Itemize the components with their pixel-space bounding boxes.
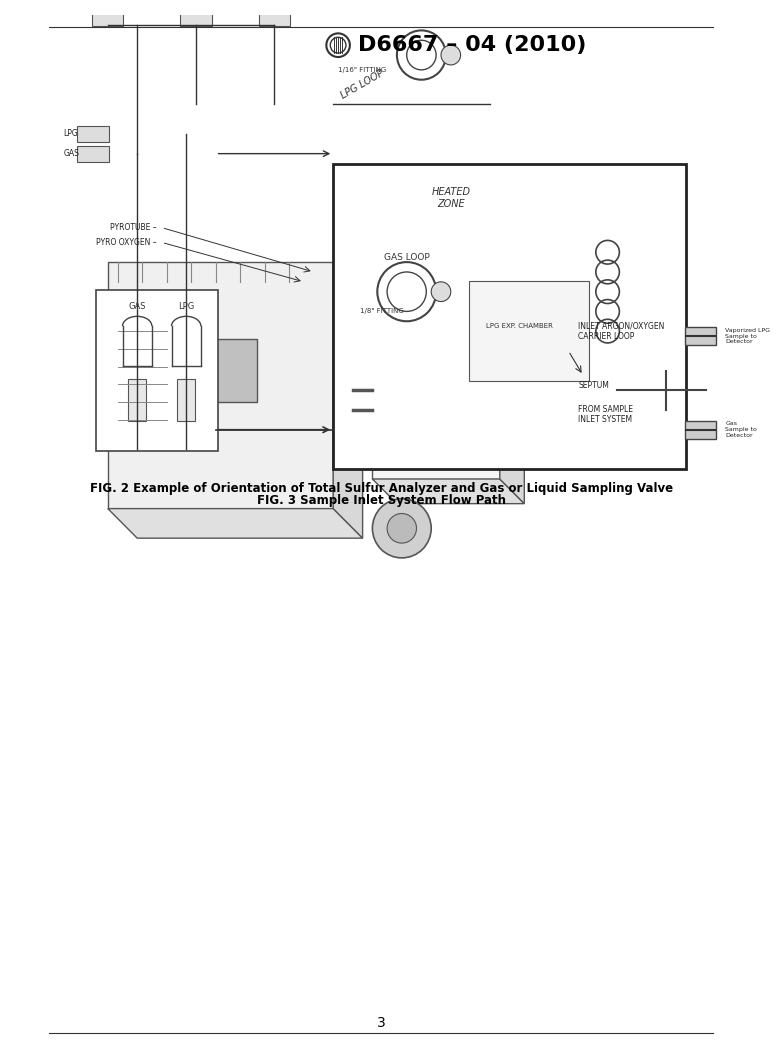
FancyBboxPatch shape [259, 5, 290, 26]
FancyBboxPatch shape [174, 339, 257, 402]
Circle shape [430, 414, 442, 426]
Text: LPG: LPG [178, 302, 194, 311]
Text: SEPTUM: SEPTUM [578, 381, 609, 389]
Text: Gas
Sample to
Detector: Gas Sample to Detector [725, 422, 757, 438]
FancyBboxPatch shape [96, 289, 218, 452]
Polygon shape [373, 479, 524, 504]
Text: FIG. 3 Sample Inlet System Flow Path: FIG. 3 Sample Inlet System Flow Path [257, 494, 506, 507]
FancyBboxPatch shape [385, 309, 487, 461]
Polygon shape [499, 282, 524, 504]
Text: HEATED
ZONE: HEATED ZONE [431, 187, 471, 209]
FancyBboxPatch shape [547, 374, 619, 427]
Text: LPG LOOP: LPG LOOP [339, 69, 386, 101]
Text: 1/8" FITTING: 1/8" FITTING [360, 308, 404, 314]
Circle shape [460, 414, 471, 426]
FancyBboxPatch shape [78, 146, 109, 161]
Polygon shape [333, 262, 363, 538]
Text: LPG EXP. CHAMBER: LPG EXP. CHAMBER [486, 323, 553, 329]
Polygon shape [108, 509, 363, 538]
Text: PYROTUBE –: PYROTUBE – [110, 223, 157, 232]
Polygon shape [373, 282, 499, 479]
FancyBboxPatch shape [128, 379, 146, 421]
Text: FIG. 2 Example of Orientation of Total Sulfur Analyzer and Gas or Liquid Samplin: FIG. 2 Example of Orientation of Total S… [89, 482, 673, 496]
Text: 3: 3 [377, 1016, 386, 1031]
Text: GAS: GAS [64, 149, 79, 158]
Text: PYRO OXYGEN –: PYRO OXYGEN – [96, 238, 157, 247]
FancyBboxPatch shape [333, 163, 686, 469]
Polygon shape [108, 262, 333, 509]
FancyBboxPatch shape [685, 327, 717, 345]
FancyBboxPatch shape [92, 5, 124, 26]
Circle shape [401, 414, 412, 426]
Circle shape [441, 45, 461, 65]
FancyBboxPatch shape [469, 281, 589, 381]
Text: Vaporized LPG
Sample to
Detector: Vaporized LPG Sample to Detector [725, 328, 770, 345]
Text: 1/16" FITTING: 1/16" FITTING [338, 67, 387, 73]
FancyBboxPatch shape [177, 379, 195, 421]
Text: GAS: GAS [128, 302, 146, 311]
Text: GAS LOOP: GAS LOOP [384, 253, 429, 261]
Circle shape [431, 282, 450, 302]
FancyBboxPatch shape [78, 126, 109, 142]
FancyBboxPatch shape [180, 5, 212, 26]
Circle shape [373, 499, 431, 558]
Text: FROM SAMPLE
INLET SYSTEM: FROM SAMPLE INLET SYSTEM [578, 405, 633, 425]
Text: D6667 – 04 (2010): D6667 – 04 (2010) [358, 35, 586, 55]
FancyBboxPatch shape [685, 421, 717, 438]
Text: INLET ARGON/OXYGEN
CARRIER LOOP: INLET ARGON/OXYGEN CARRIER LOOP [578, 322, 664, 341]
Circle shape [387, 513, 416, 543]
Text: LPG: LPG [64, 129, 79, 138]
